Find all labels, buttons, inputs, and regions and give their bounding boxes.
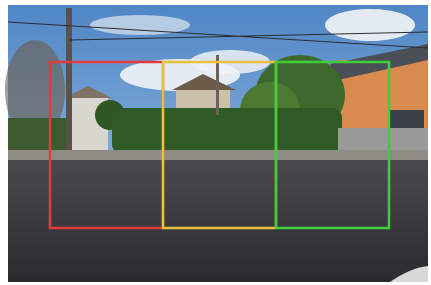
camera-view [0,0,431,285]
photo [5,5,428,282]
page: (() => { const data = JSON.parse(documen… [0,0,431,285]
